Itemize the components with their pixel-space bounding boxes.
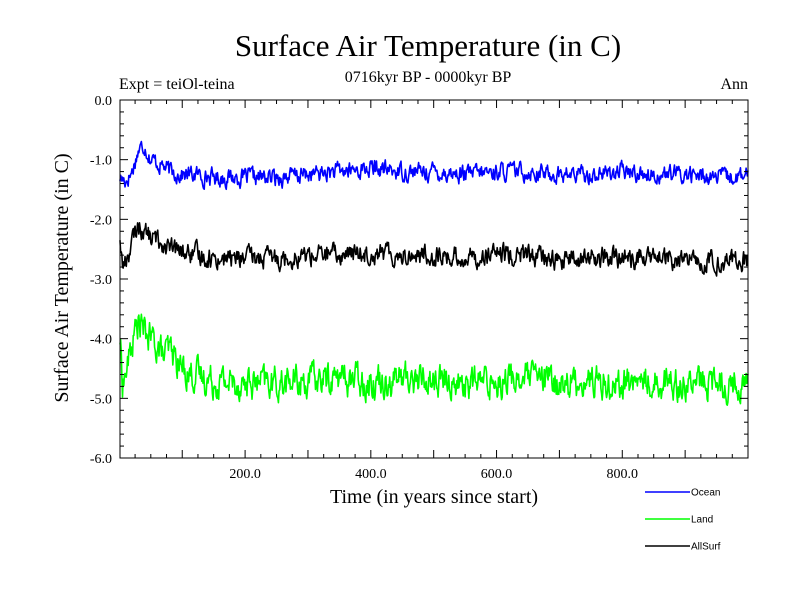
y-tick-label: -6.0	[90, 452, 112, 467]
y-tick-label: -1.0	[90, 154, 112, 169]
legend: Ocean Land AllSurf	[645, 488, 721, 553]
series-line-land	[119, 313, 749, 407]
legend-label-land: Land	[691, 515, 713, 526]
experiment-label: Expt = teiOl-teina	[119, 76, 235, 93]
y-tick-label: -5.0	[90, 392, 112, 407]
x-tick-label: 200.0	[229, 467, 261, 482]
time-range-label: 0716kyr BP - 0000kyr BP	[345, 69, 512, 86]
y-tick-label: -3.0	[90, 273, 112, 288]
series-line-ocean	[119, 140, 749, 191]
series-line-allsurf	[119, 221, 749, 277]
x-axis-label: Time (in years since start)	[330, 486, 538, 508]
axes-layer: 200.0 400.0 600.0 800.0 0.0 -1.0 -2.0 -3.0 -4.0 -…	[90, 94, 749, 482]
y-axis-label: Surface Air Temperature (in C)	[51, 153, 73, 402]
x-tick-label: 800.0	[607, 467, 639, 482]
legend-label-allsurf: AllSurf	[691, 542, 721, 553]
series-layer	[119, 140, 749, 407]
x-tick-label: 600.0	[481, 467, 513, 482]
y-tick-label: -4.0	[90, 333, 112, 348]
x-tick-label: 400.0	[355, 467, 387, 482]
chart-title: Surface Air Temperature (in C)	[235, 28, 621, 63]
y-tick-label: 0.0	[95, 94, 113, 109]
y-tick-label: -2.0	[90, 213, 112, 228]
legend-label-ocean: Ocean	[691, 488, 720, 499]
season-label: Ann	[720, 76, 748, 93]
plot-frame	[119, 99, 749, 459]
